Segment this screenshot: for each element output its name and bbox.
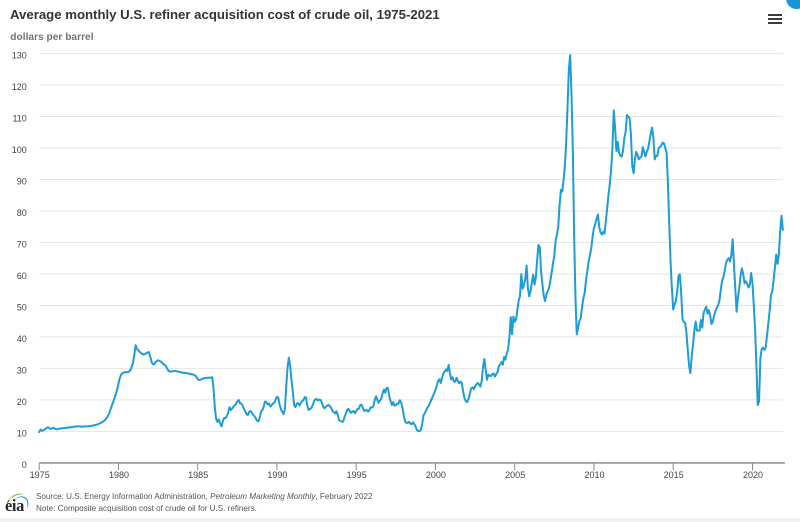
svg-text:1985: 1985: [188, 470, 208, 480]
svg-text:110: 110: [12, 113, 26, 123]
svg-text:2010: 2010: [584, 470, 604, 480]
svg-text:100: 100: [12, 145, 27, 155]
svg-text:20: 20: [17, 397, 27, 407]
svg-text:1975: 1975: [30, 470, 50, 480]
svg-text:1990: 1990: [267, 470, 287, 480]
svg-text:70: 70: [17, 239, 27, 249]
svg-text:90: 90: [17, 176, 27, 186]
svg-text:2005: 2005: [505, 470, 525, 480]
svg-text:130: 130: [12, 51, 27, 61]
svg-text:10: 10: [17, 428, 27, 438]
svg-text:50: 50: [17, 302, 27, 312]
svg-text:0: 0: [22, 460, 27, 470]
svg-text:2015: 2015: [664, 470, 684, 480]
svg-text:60: 60: [17, 271, 27, 281]
svg-text:1980: 1980: [109, 470, 129, 480]
svg-text:1995: 1995: [347, 470, 367, 480]
svg-text:eia: eia: [5, 496, 24, 515]
svg-text:2020: 2020: [743, 470, 763, 480]
svg-text:2000: 2000: [426, 470, 446, 480]
svg-text:80: 80: [17, 208, 27, 218]
svg-text:120: 120: [12, 82, 27, 92]
svg-text:40: 40: [17, 334, 27, 344]
svg-text:30: 30: [17, 365, 27, 375]
